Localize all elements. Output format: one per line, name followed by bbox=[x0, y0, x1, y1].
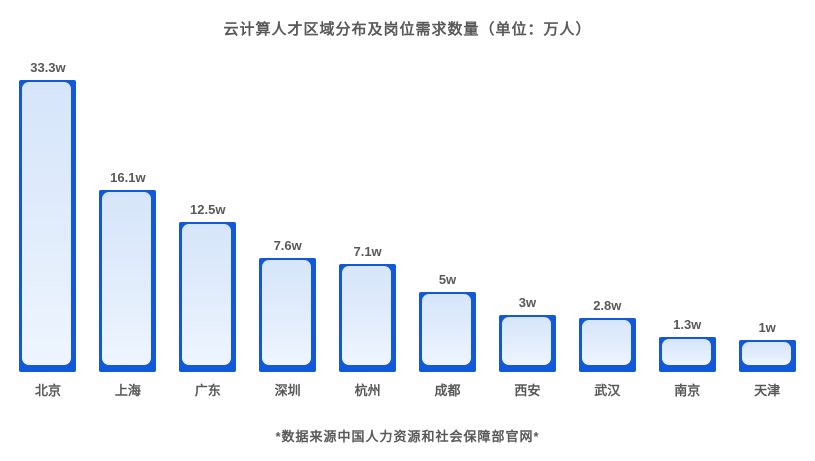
bar bbox=[179, 222, 237, 372]
bar bbox=[99, 190, 157, 372]
bar bbox=[658, 337, 716, 372]
bar-value-label: 5w bbox=[438, 272, 457, 287]
category-label: 南京 bbox=[674, 383, 701, 398]
chart-title: 云计算人才区域分布及岗位需求数量（单位：万人） bbox=[223, 21, 592, 38]
bar-value-label: 7.6w bbox=[273, 238, 302, 253]
category-label: 杭州 bbox=[354, 383, 381, 398]
data-source-note: *数据来源中国人力资源和社会保障部官网* bbox=[275, 429, 540, 444]
category-label: 深圳 bbox=[274, 383, 301, 398]
bar bbox=[19, 80, 77, 372]
bar-fill bbox=[262, 260, 312, 365]
bar-fill bbox=[581, 320, 631, 365]
category-label: 北京 bbox=[34, 383, 61, 398]
bar-group: 2.8w 武汉 bbox=[567, 48, 647, 398]
bar bbox=[259, 258, 317, 372]
bar-group: 3w 西安 bbox=[487, 48, 567, 398]
bar-fill bbox=[501, 317, 551, 365]
category-label: 上海 bbox=[114, 383, 141, 398]
bar-value-label: 1.3w bbox=[673, 317, 702, 332]
bar-value-label: 3w bbox=[518, 295, 537, 310]
bar bbox=[339, 264, 397, 372]
bar-value-label: 7.1w bbox=[353, 244, 382, 259]
bar-fill bbox=[421, 294, 471, 365]
bar-group: 5w 成都 bbox=[408, 48, 488, 398]
bar-fill bbox=[342, 266, 392, 365]
bar-fill bbox=[741, 342, 791, 365]
bar bbox=[578, 318, 636, 372]
bar bbox=[418, 292, 476, 372]
category-label: 天津 bbox=[754, 383, 781, 398]
bar-value-label: 2.8w bbox=[593, 298, 622, 313]
bar bbox=[738, 340, 796, 372]
bar-value-label: 33.3w bbox=[30, 60, 66, 75]
bar-fill bbox=[102, 192, 152, 365]
bar-fill bbox=[182, 224, 232, 365]
bar bbox=[498, 315, 556, 372]
bar-group: 7.6w 深圳 bbox=[248, 48, 328, 398]
bar-fill bbox=[661, 339, 711, 365]
bar-group: 33.3w 北京 bbox=[8, 48, 88, 398]
category-label: 西安 bbox=[514, 383, 541, 398]
category-label: 成都 bbox=[434, 383, 461, 398]
bar-group: 7.1w 杭州 bbox=[328, 48, 408, 398]
bar-group: 16.1w 上海 bbox=[88, 48, 168, 398]
bar-group: 12.5w 广东 bbox=[168, 48, 248, 398]
bar-group: 1w 天津 bbox=[727, 48, 807, 398]
category-label: 武汉 bbox=[594, 383, 621, 398]
bar-group: 1.3w 南京 bbox=[647, 48, 727, 398]
bar-fill bbox=[22, 82, 72, 365]
bar-value-label: 16.1w bbox=[110, 170, 146, 185]
bar-value-label: 12.5w bbox=[190, 202, 226, 217]
bar-value-label: 1w bbox=[758, 320, 776, 335]
category-label: 广东 bbox=[194, 383, 221, 398]
bar-chart: 33.3w 北京 16.1w 上海 12.5w 广东 7.6w 深圳 7.1w 杭州 5w 成都 3w 西… bbox=[8, 48, 807, 398]
